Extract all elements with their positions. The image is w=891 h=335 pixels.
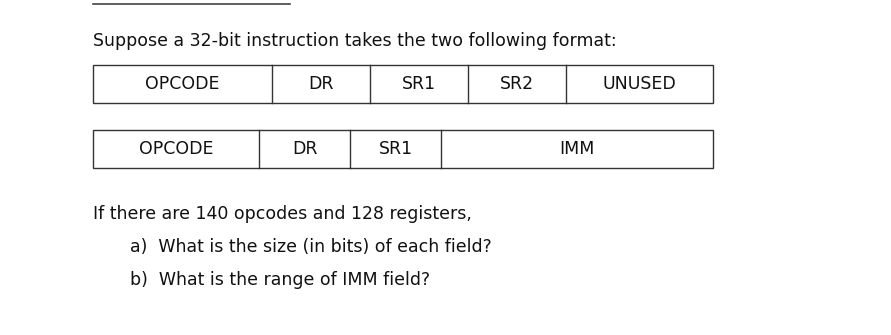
Bar: [93, 65, 713, 103]
Text: OPCODE: OPCODE: [139, 140, 214, 158]
Text: OPCODE: OPCODE: [145, 75, 220, 93]
Text: b)  What is the range of IMM field?: b) What is the range of IMM field?: [108, 271, 430, 289]
Text: SR1: SR1: [379, 140, 413, 158]
Text: IMM: IMM: [560, 140, 594, 158]
Text: a)  What is the size (in bits) of each field?: a) What is the size (in bits) of each fi…: [108, 238, 492, 256]
Text: SR2: SR2: [500, 75, 535, 93]
Bar: [93, 130, 713, 168]
Text: UNUSED: UNUSED: [602, 75, 676, 93]
Text: Suppose a 32-bit instruction takes the two following format:: Suppose a 32-bit instruction takes the t…: [93, 32, 617, 50]
Text: DR: DR: [308, 75, 334, 93]
Text: If there are 140 opcodes and 128 registers,: If there are 140 opcodes and 128 registe…: [93, 205, 472, 223]
Text: SR1: SR1: [402, 75, 437, 93]
Text: DR: DR: [292, 140, 317, 158]
